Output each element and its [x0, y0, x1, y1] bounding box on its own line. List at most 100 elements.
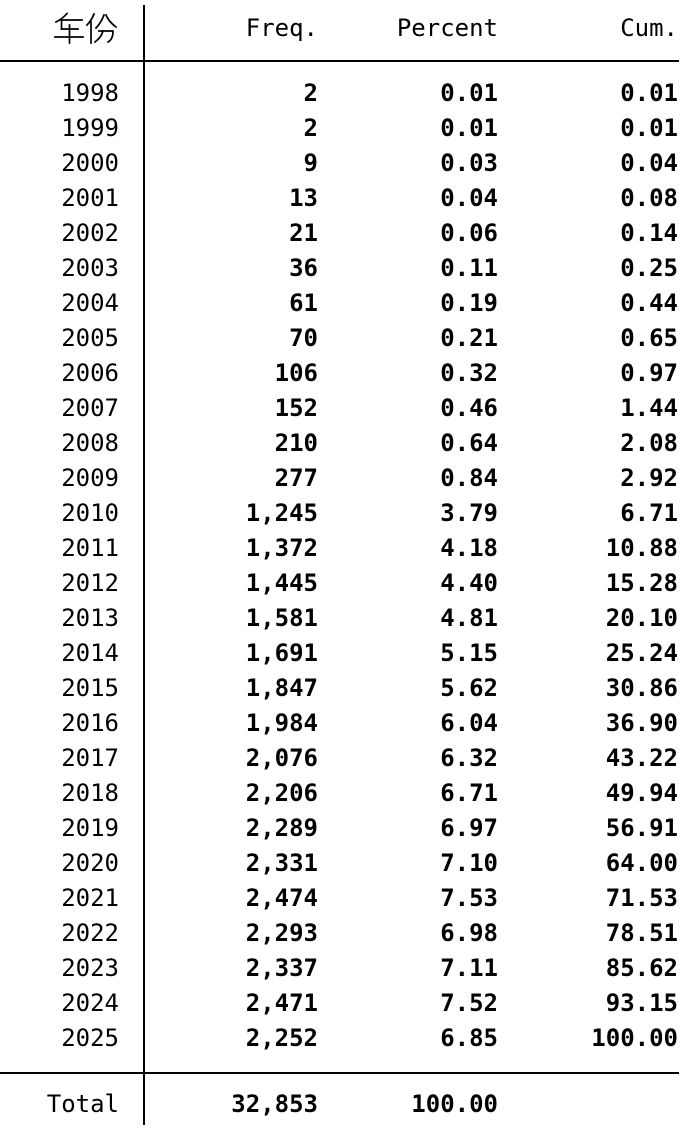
cell-percent: 0.19: [440, 289, 498, 317]
cell-year: 2016: [61, 709, 119, 737]
cell-year: 2014: [61, 639, 119, 667]
table-total-row: Total 32,853 100.00: [0, 1072, 679, 1122]
cell-freq: 21: [289, 219, 318, 247]
cell-percent: 6.32: [440, 744, 498, 772]
cell-cum: 85.62: [605, 954, 678, 982]
cell-cum: 0.01: [620, 114, 678, 142]
cell-freq: 1,372: [245, 534, 318, 562]
cell-year: 2021: [61, 884, 119, 912]
total-freq: 32,853: [231, 1090, 318, 1118]
cell-cum: 15.28: [605, 569, 678, 597]
cell-percent: 0.84: [440, 464, 498, 492]
cell-year: 2017: [61, 744, 119, 772]
cell-freq: 2,206: [245, 779, 318, 807]
column-divider-rule: [143, 5, 145, 1125]
cell-year: 2018: [61, 779, 119, 807]
cell-year: 1998: [61, 79, 119, 107]
cell-year: 2010: [61, 499, 119, 527]
cell-year: 2019: [61, 814, 119, 842]
cell-percent: 0.32: [440, 359, 498, 387]
cell-cum: 78.51: [605, 919, 678, 947]
cell-year: 2015: [61, 674, 119, 702]
cell-freq: 1,445: [245, 569, 318, 597]
cell-cum: 36.90: [605, 709, 678, 737]
cell-cum: 71.53: [605, 884, 678, 912]
cell-percent: 5.62: [440, 674, 498, 702]
table-header-row: Freq. Percent Cum.: [0, 0, 679, 62]
cell-percent: 6.04: [440, 709, 498, 737]
cell-freq: 2: [303, 79, 318, 107]
table-row: 2020 2,331 7.10 64.00: [0, 846, 700, 881]
cell-year: 2004: [61, 289, 119, 317]
cell-freq: 1,691: [245, 639, 318, 667]
table-row: 2023 2,337 7.11 85.62: [0, 951, 700, 986]
table-row: 2007 152 0.46 1.44: [0, 391, 700, 426]
cell-year: 2011: [61, 534, 119, 562]
table-row: 2001 13 0.04 0.08: [0, 181, 700, 216]
table-row: 2014 1,691 5.15 25.24: [0, 636, 700, 671]
table-row: 2009 277 0.84 2.92: [0, 461, 700, 496]
cell-cum: 2.92: [620, 464, 678, 492]
cell-cum: 25.24: [605, 639, 678, 667]
column-header-freq: Freq.: [245, 13, 318, 42]
cell-year: 2012: [61, 569, 119, 597]
cell-freq: 2,076: [245, 744, 318, 772]
table-row: 1998 2 0.01 0.01: [0, 76, 700, 111]
table-row: 2002 21 0.06 0.14: [0, 216, 700, 251]
cell-freq: 13: [289, 184, 318, 212]
table-row: 2010 1,245 3.79 6.71: [0, 496, 700, 531]
table-row: 2016 1,984 6.04 36.90: [0, 706, 700, 741]
cell-percent: 6.85: [440, 1024, 498, 1052]
cell-freq: 61: [289, 289, 318, 317]
cell-percent: 6.98: [440, 919, 498, 947]
cell-cum: 0.44: [620, 289, 678, 317]
cell-year: 2023: [61, 954, 119, 982]
cell-freq: 1,245: [245, 499, 318, 527]
cell-percent: 0.01: [440, 79, 498, 107]
cell-cum: 100.00: [591, 1024, 678, 1052]
cell-freq: 70: [289, 324, 318, 352]
cell-percent: 0.46: [440, 394, 498, 422]
cell-year: 1999: [61, 114, 119, 142]
cell-cum: 64.00: [605, 849, 678, 877]
cell-year: 2013: [61, 604, 119, 632]
cell-freq: 106: [274, 359, 318, 387]
cell-cum: 6.71: [620, 499, 678, 527]
total-percent: 100.00: [411, 1090, 498, 1118]
total-label: Total: [46, 1090, 119, 1118]
cell-cum: 49.94: [605, 779, 678, 807]
table-row: 2021 2,474 7.53 71.53: [0, 881, 700, 916]
cell-year: 2001: [61, 184, 119, 212]
cell-year: 2020: [61, 849, 119, 877]
cell-percent: 0.01: [440, 114, 498, 142]
total-cum: [498, 1087, 678, 1122]
cell-freq: 1,984: [245, 709, 318, 737]
cell-freq: 152: [274, 394, 318, 422]
table-row: 2011 1,372 4.18 10.88: [0, 531, 700, 566]
table-row: 2022 2,293 6.98 78.51: [0, 916, 700, 951]
table-row: 2005 70 0.21 0.65: [0, 321, 700, 356]
cell-cum: 10.88: [605, 534, 678, 562]
cell-cum: 43.22: [605, 744, 678, 772]
table-row: 2018 2,206 6.71 49.94: [0, 776, 700, 811]
cell-year: 2024: [61, 989, 119, 1017]
cell-year: 2000: [61, 149, 119, 177]
cell-cum: 2.08: [620, 429, 678, 457]
cell-year: 2007: [61, 394, 119, 422]
cell-freq: 2,337: [245, 954, 318, 982]
cell-percent: 4.40: [440, 569, 498, 597]
cell-year: 2009: [61, 464, 119, 492]
cell-percent: 7.52: [440, 989, 498, 1017]
cell-cum: 0.01: [620, 79, 678, 107]
table-row: 2025 2,252 6.85 100.00: [0, 1021, 700, 1056]
cell-year: 2025: [61, 1024, 119, 1052]
table-row: 2024 2,471 7.52 93.15: [0, 986, 700, 1021]
cell-freq: 2,471: [245, 989, 318, 1017]
table-row: 2015 1,847 5.62 30.86: [0, 671, 700, 706]
cell-freq: 2,289: [245, 814, 318, 842]
cell-percent: 0.21: [440, 324, 498, 352]
cell-freq: 2,293: [245, 919, 318, 947]
column-header-year: [0, 11, 119, 49]
cell-year: 2008: [61, 429, 119, 457]
table-row: 2003 36 0.11 0.25: [0, 251, 700, 286]
